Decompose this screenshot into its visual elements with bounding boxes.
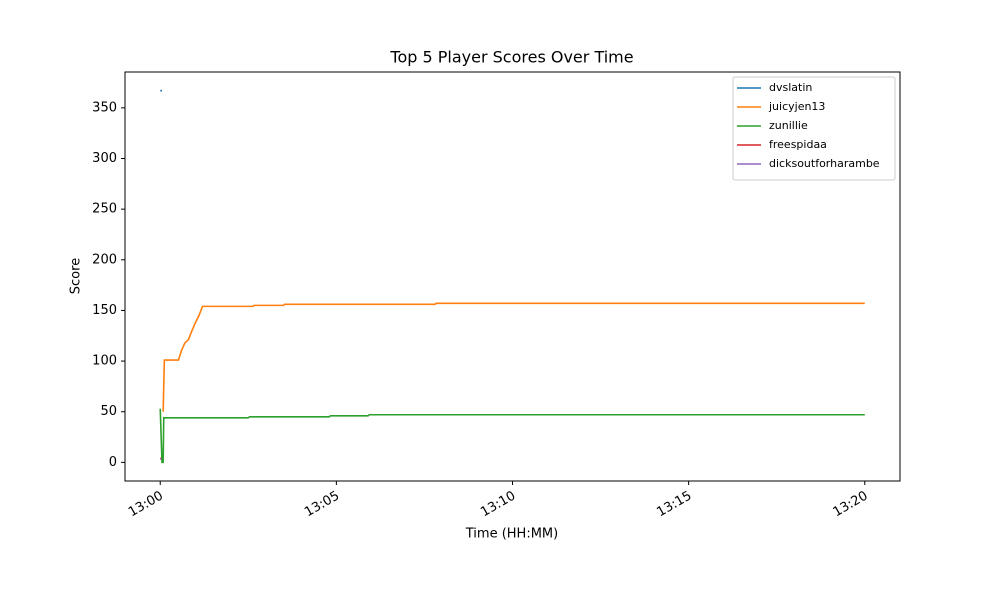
y-tick-label: 150 xyxy=(92,303,117,318)
legend-frame xyxy=(732,76,896,181)
plot-frame xyxy=(124,71,901,482)
y-tick-label: 250 xyxy=(92,202,117,217)
y-axis-label: Score xyxy=(69,258,84,294)
series-line xyxy=(162,302,865,412)
y-tick-label: 0 xyxy=(109,455,117,470)
y-tick-label: 100 xyxy=(92,354,117,369)
x-axis-label: Time (HH:MM) xyxy=(465,527,558,542)
chart-title: Top 5 Player Scores Over Time xyxy=(389,48,633,67)
series-line xyxy=(159,408,865,464)
y-tick-label: 300 xyxy=(92,151,117,166)
legend-label: dicksoutforharambe xyxy=(769,157,880,170)
legend-label: zunillie xyxy=(769,119,808,132)
y-tick-label: 200 xyxy=(92,252,117,267)
legend-label: dvslatin xyxy=(769,81,812,94)
y-tick-label: 350 xyxy=(92,100,117,115)
legend: dvslatin juicyjen13 zunillie freespidaa dick… xyxy=(732,76,896,181)
legend-label: juicyjen13 xyxy=(768,100,825,113)
y-tick-label: 50 xyxy=(100,404,117,419)
legend-label: freespidaa xyxy=(769,138,827,151)
